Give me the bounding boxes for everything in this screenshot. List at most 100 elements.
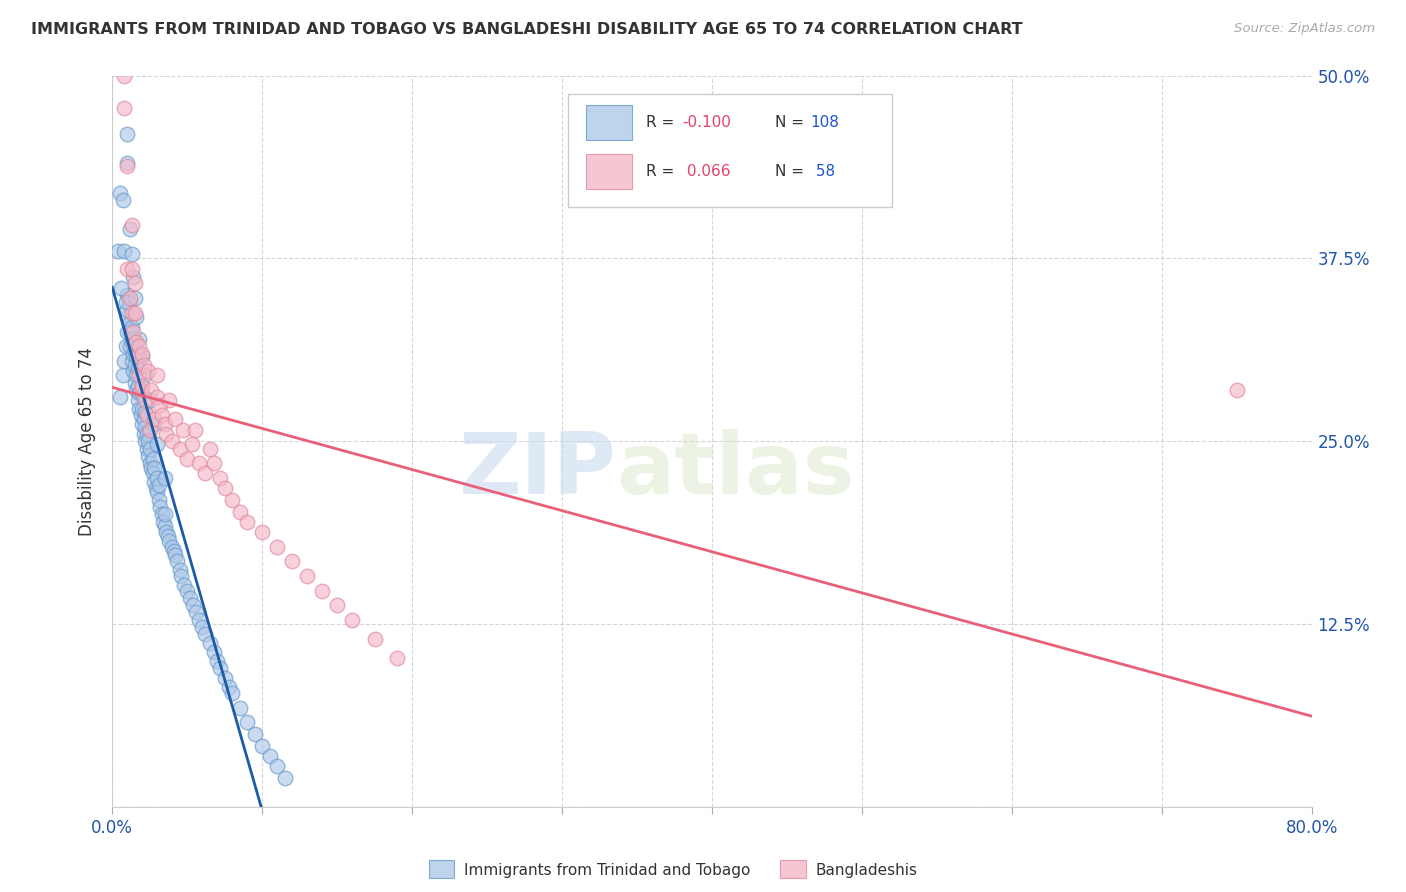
Point [117, 288, 139, 302]
Text: IMMIGRANTS FROM TRINIDAD AND TOBAGO VS BANGLADESHI DISABILITY AGE 65 TO 74 CORRE: IMMIGRANTS FROM TRINIDAD AND TOBAGO VS B… [31, 22, 1022, 37]
Point [236, 715, 259, 730]
Point [142, 451, 165, 466]
Point [112, 101, 135, 115]
Point [155, 524, 177, 539]
Point [207, 654, 229, 668]
Point [150, 408, 173, 422]
Point [214, 671, 236, 685]
Point [112, 244, 135, 258]
Point [121, 218, 143, 232]
Point [122, 346, 145, 360]
Point [117, 127, 139, 141]
Point [152, 515, 174, 529]
Text: Source: ZipAtlas.com: Source: ZipAtlas.com [1234, 22, 1375, 36]
Point [131, 378, 153, 392]
Point [125, 350, 148, 364]
Point [157, 393, 180, 408]
Point [120, 339, 142, 353]
Point [132, 412, 155, 426]
Point [121, 305, 143, 319]
Point [198, 636, 221, 650]
Point [146, 471, 169, 485]
Point [143, 475, 166, 490]
Point [157, 533, 180, 548]
Point [128, 332, 150, 346]
Point [128, 386, 150, 401]
Point [1226, 383, 1249, 397]
Point [124, 343, 146, 358]
Point [155, 427, 177, 442]
Point [108, 186, 131, 200]
Point [127, 361, 149, 376]
Point [387, 650, 409, 665]
Point [181, 598, 204, 612]
Point [259, 748, 281, 763]
Point [136, 449, 159, 463]
Point [266, 540, 288, 554]
Point [274, 771, 297, 785]
Point [134, 393, 156, 408]
Text: N =: N = [775, 164, 804, 179]
Point [121, 354, 143, 368]
Point [252, 524, 274, 539]
Point [139, 393, 162, 408]
Point [364, 632, 387, 646]
Point [125, 310, 148, 324]
Point [252, 739, 274, 753]
Point [129, 408, 152, 422]
Point [134, 405, 156, 419]
Point [118, 295, 141, 310]
Point [166, 554, 188, 568]
Point [150, 508, 173, 522]
Point [153, 471, 176, 485]
Point [124, 305, 146, 319]
Point [114, 339, 136, 353]
Point [142, 467, 165, 481]
Point [163, 544, 186, 558]
Point [202, 645, 225, 659]
Point [218, 680, 240, 694]
Point [124, 376, 146, 390]
Point [125, 334, 148, 349]
Point [135, 427, 157, 442]
Point [202, 456, 225, 470]
Point [131, 350, 153, 364]
Point [194, 467, 217, 481]
Point [229, 700, 252, 714]
Point [180, 437, 202, 451]
Point [107, 244, 129, 258]
Point [148, 478, 170, 492]
Point [143, 460, 166, 475]
Point [132, 427, 155, 442]
Point [122, 332, 145, 346]
Text: 0.066: 0.066 [682, 164, 731, 179]
Point [124, 277, 146, 291]
Point [143, 412, 166, 426]
Point [124, 358, 146, 372]
Point [122, 325, 145, 339]
Point [146, 485, 169, 500]
Text: atlas: atlas [616, 429, 855, 512]
Point [139, 456, 162, 470]
Point [134, 434, 156, 449]
Point [179, 591, 201, 605]
Point [156, 529, 179, 543]
Point [121, 334, 143, 349]
Point [169, 442, 191, 456]
Text: R =: R = [647, 164, 675, 179]
Point [120, 291, 142, 305]
Point [214, 481, 236, 495]
Point [117, 156, 139, 170]
Y-axis label: Disability Age 65 to 74: Disability Age 65 to 74 [79, 347, 96, 536]
Point [221, 492, 243, 507]
Point [117, 159, 139, 173]
Point [169, 563, 191, 577]
Point [165, 549, 187, 563]
Point [136, 364, 159, 378]
Point [326, 598, 349, 612]
Point [266, 759, 288, 773]
Point [173, 577, 195, 591]
Point [131, 402, 153, 417]
Point [128, 402, 150, 417]
Point [172, 423, 194, 437]
